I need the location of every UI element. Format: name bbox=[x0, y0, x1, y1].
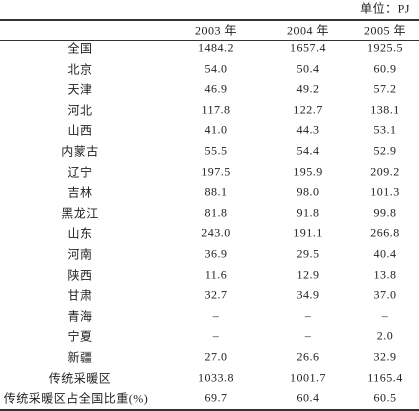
cell-value: 99.8 bbox=[373, 205, 397, 220]
column-header: 2003 年 bbox=[194, 23, 238, 38]
cell-value: 1033.8 bbox=[198, 370, 234, 385]
row-label: 山东 bbox=[67, 226, 93, 241]
header-rule bbox=[0, 40, 419, 41]
cell-value: 36.9 bbox=[204, 246, 228, 261]
column-header: 2005 年 bbox=[363, 23, 407, 38]
row-label: 天津 bbox=[67, 82, 93, 97]
cell-value: 1925.5 bbox=[367, 40, 403, 55]
cell-value: – bbox=[212, 328, 220, 343]
cell-value: – bbox=[381, 308, 389, 323]
cell-value: – bbox=[304, 308, 312, 323]
column-header: 2004 年 bbox=[286, 23, 330, 38]
cell-value: 11.6 bbox=[204, 267, 228, 282]
cell-value: 54.0 bbox=[204, 61, 228, 76]
cell-value: 41.0 bbox=[204, 122, 228, 137]
row-label: 青海 bbox=[67, 309, 93, 324]
row-label: 新疆 bbox=[67, 350, 93, 365]
row-label: 吉林 bbox=[67, 185, 93, 200]
cell-value: 50.4 bbox=[296, 61, 320, 76]
row-label: 传统采暖区占全国比重(%) bbox=[3, 391, 149, 406]
cell-value: 12.9 bbox=[296, 267, 320, 282]
cell-value: 191.1 bbox=[293, 225, 323, 240]
row-label: 河南 bbox=[67, 247, 93, 262]
cell-value: 29.5 bbox=[296, 246, 320, 261]
cell-value: 1001.7 bbox=[290, 370, 326, 385]
cell-value: 37.0 bbox=[373, 287, 397, 302]
bottom-rule bbox=[0, 409, 419, 411]
cell-value: 122.7 bbox=[293, 102, 323, 117]
cell-value: 1165.4 bbox=[367, 370, 403, 385]
cell-value: 98.0 bbox=[296, 184, 320, 199]
cell-value: 91.8 bbox=[296, 205, 320, 220]
cell-value: 1484.2 bbox=[198, 40, 234, 55]
row-label: 宁夏 bbox=[67, 329, 93, 344]
cell-value: 60.9 bbox=[373, 61, 397, 76]
top-rule bbox=[0, 19, 419, 21]
cell-value: 13.8 bbox=[373, 267, 397, 282]
cell-value: 60.4 bbox=[296, 390, 320, 405]
cell-value: 117.8 bbox=[201, 102, 231, 117]
cell-value: 2.0 bbox=[376, 328, 394, 343]
cell-value: 81.8 bbox=[204, 205, 228, 220]
cell-value: 32.9 bbox=[373, 349, 397, 364]
cell-value: 26.6 bbox=[296, 349, 320, 364]
cell-value: 34.9 bbox=[296, 287, 320, 302]
cell-value: 53.1 bbox=[373, 122, 397, 137]
cell-value: 101.3 bbox=[370, 184, 400, 199]
cell-value: 44.3 bbox=[296, 122, 320, 137]
cell-value: 266.8 bbox=[370, 225, 400, 240]
cell-value: 27.0 bbox=[204, 349, 228, 364]
row-label: 辽宁 bbox=[67, 165, 93, 180]
cell-value: 49.2 bbox=[296, 81, 320, 96]
unit-label: 单位：PJ bbox=[360, 1, 410, 16]
row-label: 北京 bbox=[67, 62, 93, 77]
cell-value: 1657.4 bbox=[290, 40, 326, 55]
cell-value: 243.0 bbox=[201, 225, 231, 240]
cell-value: 55.5 bbox=[204, 143, 228, 158]
cell-value: – bbox=[304, 328, 312, 343]
row-label: 山西 bbox=[67, 123, 93, 138]
cell-value: 69.7 bbox=[204, 390, 228, 405]
cell-value: 195.9 bbox=[293, 164, 323, 179]
cell-value: 57.2 bbox=[373, 81, 397, 96]
cell-value: 46.9 bbox=[204, 81, 228, 96]
row-label: 甘肃 bbox=[67, 288, 93, 303]
cell-value: – bbox=[212, 308, 220, 323]
cell-value: 88.1 bbox=[204, 184, 228, 199]
row-label: 内蒙古 bbox=[61, 144, 99, 159]
row-label: 传统采暖区 bbox=[48, 371, 112, 386]
cell-value: 209.2 bbox=[370, 164, 400, 179]
cell-value: 60.5 bbox=[373, 390, 397, 405]
row-label: 陕西 bbox=[67, 268, 93, 283]
cell-value: 197.5 bbox=[201, 164, 231, 179]
cell-value: 138.1 bbox=[370, 102, 400, 117]
row-label: 全国 bbox=[67, 41, 93, 56]
row-label: 黑龙江 bbox=[61, 206, 99, 221]
cell-value: 54.4 bbox=[296, 143, 320, 158]
cell-value: 52.9 bbox=[373, 143, 397, 158]
cell-value: 32.7 bbox=[204, 287, 228, 302]
cell-value: 40.4 bbox=[373, 246, 397, 261]
row-label: 河北 bbox=[67, 103, 93, 118]
